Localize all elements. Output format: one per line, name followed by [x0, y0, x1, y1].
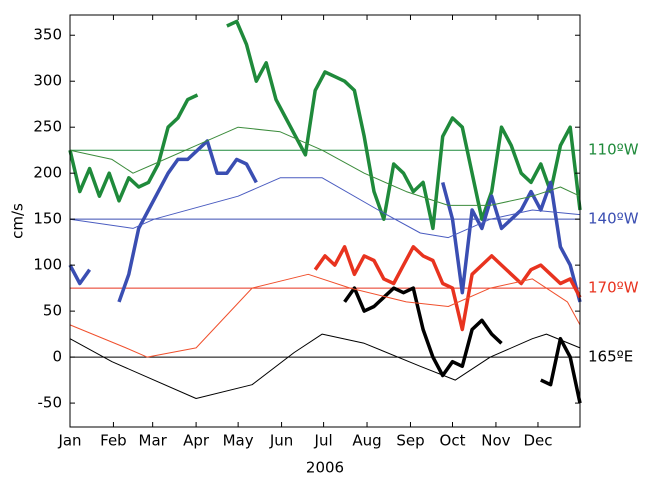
x-tick-label: Feb	[100, 432, 127, 450]
y-tick-label: 200	[33, 164, 62, 182]
y-tick-label: 100	[33, 256, 62, 274]
y-tick-label: 300	[33, 72, 62, 90]
y-tick-label: 50	[43, 302, 62, 320]
y-tick-label: 250	[33, 118, 62, 136]
x-tick-label: Jan	[57, 432, 81, 450]
reference-label: 110ºW	[588, 141, 639, 159]
data-line	[69, 177, 581, 239]
data-line	[68, 19, 582, 231]
x-tick-label: Apr	[183, 432, 210, 450]
x-tick-label: Jul	[314, 432, 333, 450]
x-tick-label: Sep	[396, 432, 424, 450]
data-line	[69, 126, 581, 206]
y-axis-label: cm/s	[9, 203, 27, 239]
x-tick-label: Dec	[523, 432, 552, 450]
data-line	[69, 273, 581, 358]
y-tick-label: 350	[33, 26, 62, 44]
plot-frame	[69, 14, 581, 428]
data-line	[69, 333, 581, 399]
data-line	[68, 139, 582, 303]
x-axis-label: 2006	[306, 459, 344, 477]
reference-label: 165ºE	[588, 348, 633, 366]
x-tick-label: Mar	[139, 432, 168, 450]
x-tick-label: May	[223, 432, 254, 450]
x-tick-label: Oct	[440, 432, 466, 450]
y-tick-label: -50	[38, 394, 63, 412]
reference-label: 170ºW	[588, 279, 639, 297]
x-tick-label: Jun	[269, 432, 293, 450]
x-tick-label: Nov	[481, 432, 510, 450]
x-tick-label: Aug	[352, 432, 381, 450]
reference-label: 140ºW	[588, 210, 639, 228]
y-tick-label: 150	[33, 210, 62, 228]
data-line	[343, 286, 582, 404]
y-tick-label: 0	[52, 348, 62, 366]
data-line	[313, 245, 582, 332]
